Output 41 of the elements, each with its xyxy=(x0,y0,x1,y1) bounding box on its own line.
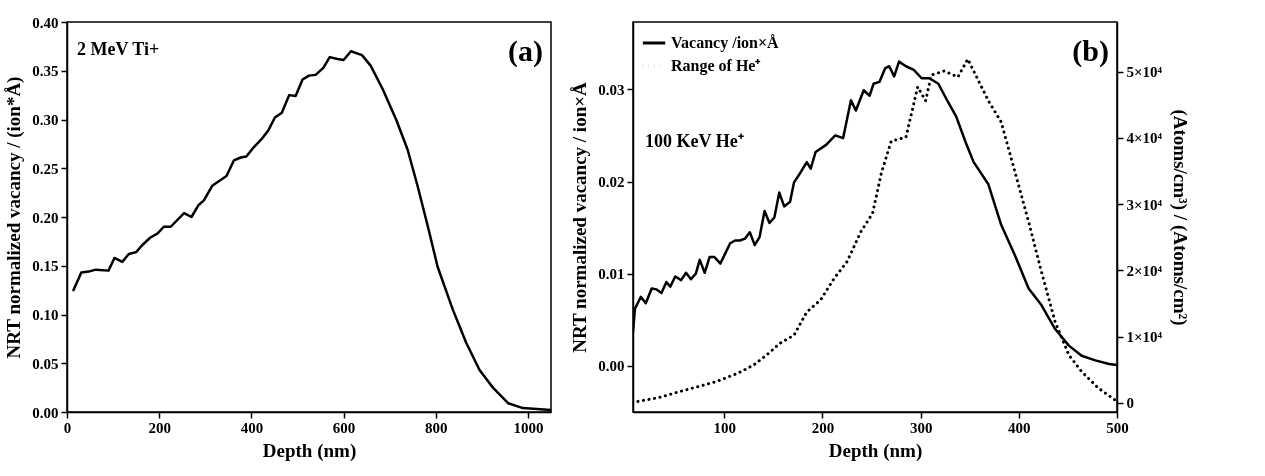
x-tick-label: 600 xyxy=(332,419,356,436)
x-tick-label: 400 xyxy=(1008,419,1031,436)
annotation: (b) xyxy=(1072,34,1109,68)
y-tick-label: 0.03 xyxy=(598,81,625,98)
x-tick-label: 400 xyxy=(240,419,264,436)
annotation: 2 MeV Ti+ xyxy=(77,39,160,59)
y-tick-label: 0.00 xyxy=(32,404,59,421)
y2-tick-label: 5×10⁴ xyxy=(1126,64,1163,81)
y2-axis-title: (Atoms/cm³) / (Atoms/cm²) xyxy=(1169,109,1192,326)
x-axis-title: Depth (nm) xyxy=(262,439,357,462)
y-tick-label: 0.02 xyxy=(598,174,625,190)
x-tick-label: 0 xyxy=(63,419,72,436)
x-tick-label: 1000 xyxy=(513,419,544,436)
y-axis-title: NRT normalized vacancy / ion×Å xyxy=(569,81,591,353)
y-tick-label: 0.25 xyxy=(32,160,59,177)
y2-tick-label: 3×10⁴ xyxy=(1126,196,1163,213)
y-axis-title: NRT normalized vacancy / (ion*Å) xyxy=(3,76,26,359)
y2-tick-label: 2×10⁴ xyxy=(1126,262,1163,279)
y2-tick-label: 1×10⁴ xyxy=(1126,329,1163,346)
x-tick-label: 300 xyxy=(909,419,933,436)
y2-tick-label: 0 xyxy=(1126,395,1134,412)
x-axis-title: Depth (nm) xyxy=(828,439,923,462)
y-tick-label: 0.40 xyxy=(32,14,59,31)
x-tick-label: 100 xyxy=(713,419,737,436)
y2-tick-label: 4×10⁴ xyxy=(1126,130,1163,147)
y-tick-label: 0.01 xyxy=(598,266,625,283)
y-tick-label: 0.15 xyxy=(32,258,59,275)
y-tick-label: 0.30 xyxy=(32,112,59,128)
x-tick-label: 200 xyxy=(811,419,835,436)
y-tick-label: 0.05 xyxy=(32,355,59,372)
y-tick-label: 0.35 xyxy=(32,63,59,80)
y-tick-label: 0.10 xyxy=(32,307,59,323)
x-tick-label: 500 xyxy=(1106,419,1129,436)
annotation: 100 KeV He⁺ xyxy=(645,131,744,151)
x-tick-label: 800 xyxy=(425,419,448,436)
legend-label: Vacancy /ion×Å xyxy=(671,34,780,52)
x-tick-label: 200 xyxy=(148,419,171,436)
annotation: (a) xyxy=(508,34,543,68)
legend-label: Range of He⁺ xyxy=(671,57,762,75)
y-tick-label: 0.20 xyxy=(32,209,59,226)
y-tick-label: 0.00 xyxy=(598,358,625,375)
